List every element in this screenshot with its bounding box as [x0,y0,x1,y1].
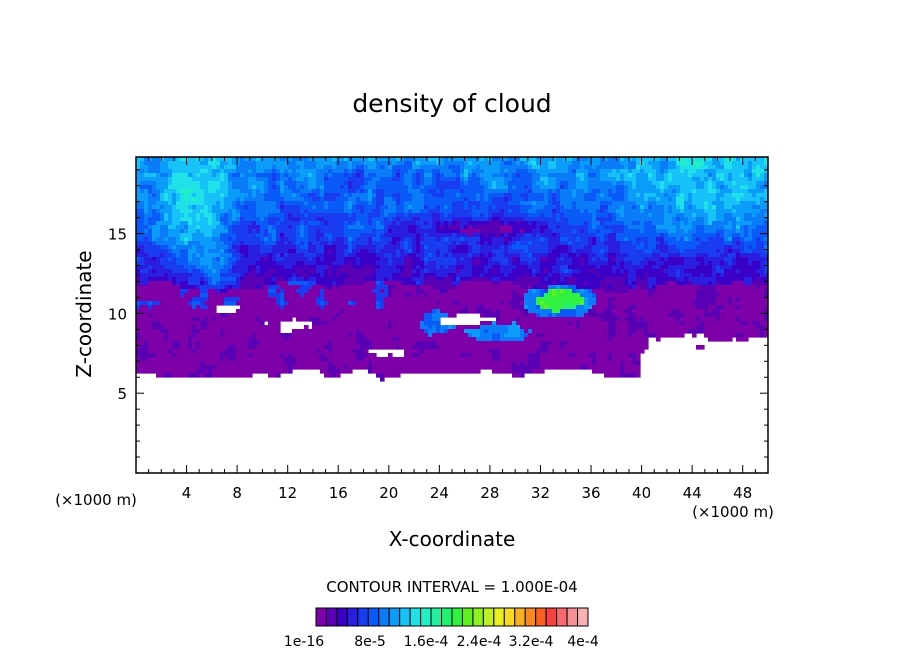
colorbar-swatch [388,607,401,627]
colorbar-swatch [336,607,348,627]
y-axis-ticks: 5 10 15 [108,169,768,458]
colorbar [315,607,589,627]
x-axis-ticks: 4 8 12 16 20 24 28 32 36 40 44 48 [148,157,756,502]
colorbar-label: 8e-5 [354,634,385,650]
colorbar-label: 4e-4 [567,634,599,650]
x-tick-label: 12 [278,484,297,502]
colorbar-swatch [315,607,327,627]
y-axis-label: Z-coordinate [72,250,96,377]
x-axis-label: X-coordinate [389,527,516,551]
x-tick-label: 20 [379,484,398,502]
colorbar-label: 1e-16 [284,634,324,650]
colorbar-swatch [545,607,558,627]
x-tick-label: 40 [632,484,651,502]
colorbar-swatch [524,607,537,627]
colorbar-label: 3.2e-4 [509,634,554,650]
colorbar-label: 2.4e-4 [457,634,502,650]
colorbar-swatch [325,607,338,627]
cloud-density-field [136,157,768,382]
y-tick-label: 15 [108,226,127,244]
colorbar-swatch [472,607,484,627]
x-tick-label: 48 [733,484,752,502]
colorbar-swatch [514,607,526,627]
colorbar-swatch [566,607,579,627]
colorbar-swatch [346,607,359,627]
y-tick-label: 10 [108,305,127,323]
colorbar-swatch [451,607,463,627]
colorbar-swatch [367,607,380,627]
x-tick-label: 28 [480,484,499,502]
x-tick-label: 44 [683,484,702,502]
colorbar-swatch [409,607,422,627]
x-unit-label-right: (×1000 m) [692,503,774,521]
colorbar-swatch [556,607,568,627]
colorbar-labels: 1e-16 8e-5 1.6e-4 2.4e-4 3.2e-4 4e-4 [284,634,599,650]
chart-title: density of cloud [352,89,551,118]
colorbar-swatch [441,607,453,627]
x-tick-label: 4 [182,484,192,502]
contour-interval-text: CONTOUR INTERVAL = 1.000E-04 [326,578,577,596]
y-tick-label: 5 [117,385,127,403]
x-tick-label: 36 [581,484,600,502]
colorbar-swatch [378,607,390,627]
colorbar-swatch [399,607,411,627]
colorbar-swatch [420,607,432,627]
x-tick-label: 32 [531,484,550,502]
colorbar-swatch [430,607,443,627]
x-tick-label: 8 [232,484,242,502]
colorbar-swatch [461,607,474,627]
colorbar-swatch [577,607,589,627]
colorbar-swatch [357,607,369,627]
colorbar-label: 1.6e-4 [404,634,449,650]
x-unit-label-left: (×1000 m) [55,491,137,509]
colorbar-swatch [535,607,547,627]
colorbar-swatch [493,607,505,627]
x-tick-label: 16 [329,484,348,502]
colorbar-swatch [503,607,516,627]
x-tick-label: 24 [430,484,449,502]
colorbar-swatch [482,607,495,627]
